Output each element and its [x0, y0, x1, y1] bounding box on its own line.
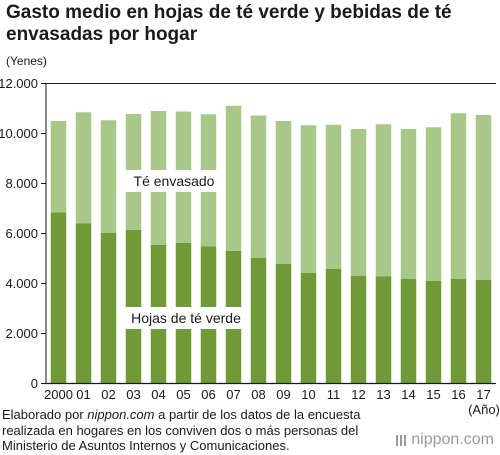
bar-envasado-10	[300, 125, 317, 273]
y-tick-label: 8.000	[5, 176, 38, 191]
source-note-prefix: Elaborado por	[2, 407, 88, 422]
y-tick-label: 10.000	[0, 126, 38, 141]
x-tick-label: 01	[76, 387, 90, 402]
bar-hojas-14	[400, 279, 417, 384]
bar-envasado-09	[275, 121, 292, 264]
x-tick-label: 10	[301, 387, 315, 402]
bar-hojas-11	[325, 269, 342, 384]
bar-envasado-2000	[50, 121, 67, 213]
axes-group: 2000 01 02 03 04 05 06 07 08 09 10 11 12 13 14 15 16 17 0 2…	[0, 76, 500, 417]
source-note-suffix: a partir de los datos de la encuesta rea…	[2, 407, 361, 453]
x-tick-label: 04	[151, 387, 165, 402]
bars-group	[50, 105, 492, 384]
series-labels-group: Té envasado Hojas de té verde	[124, 170, 248, 329]
x-tick-label: 11	[327, 387, 341, 402]
bar-hojas-02	[100, 233, 117, 384]
bar-hojas-16	[450, 279, 467, 384]
x-tick-label: 17	[476, 387, 490, 402]
x-tick-label: 12	[351, 387, 365, 402]
bar-hojas-09	[275, 263, 292, 384]
y-tick-label: 12.000	[0, 76, 38, 91]
x-tick-label: 14	[401, 387, 415, 402]
x-tick-label: 07	[226, 387, 240, 402]
x-tick-label: 09	[276, 387, 290, 402]
series-label-envasado-box	[124, 170, 224, 192]
series-label-hojas: Hojas de té verde	[131, 310, 241, 326]
bar-hojas-15	[425, 281, 442, 384]
bar-envasado-13	[375, 124, 392, 277]
bar-hojas-12	[350, 276, 367, 384]
bar-envasado-07	[225, 105, 242, 251]
bar-envasado-08	[250, 115, 267, 258]
x-tick-label: 13	[376, 387, 390, 402]
bar-envasado-14	[400, 129, 417, 279]
bar-envasado-01	[75, 112, 92, 224]
x-tick-label: 06	[201, 387, 215, 402]
y-tick-label: 0	[31, 376, 38, 391]
bar-hojas-10	[300, 272, 317, 384]
bar-hojas-08	[250, 258, 267, 384]
x-unit-label: (Año)	[468, 402, 500, 417]
brand-logo: nippon.com	[396, 431, 494, 449]
bar-envasado-17	[475, 115, 492, 280]
bar-hojas-2000	[50, 212, 67, 384]
chart-title: Gasto medio en hojas de té verde y bebid…	[6, 2, 452, 45]
bar-envasado-16	[450, 113, 467, 279]
y-tick-label: 2.000	[5, 326, 38, 341]
bar-hojas-01	[75, 223, 92, 384]
x-tick-label: 05	[176, 387, 190, 402]
x-tick-label: 08	[251, 387, 265, 402]
brand-name: nippon.com	[411, 431, 494, 448]
x-tick-label: 16	[451, 387, 465, 402]
x-tick-label: 03	[126, 387, 140, 402]
x-tick-label: 02	[101, 387, 115, 402]
y-tick-label: 6.000	[5, 226, 38, 241]
source-note: Elaborado por nippon.com a partir de los…	[2, 407, 382, 454]
y-unit-label: (Yenes)	[6, 54, 47, 68]
bar-hojas-03	[125, 229, 142, 384]
bar-envasado-02	[100, 120, 117, 233]
bar-hojas-17	[475, 279, 492, 384]
bar-envasado-11	[325, 124, 342, 269]
bar-envasado-15	[425, 127, 442, 281]
bar-envasado-12	[350, 129, 367, 276]
source-note-site: nippon.com	[87, 407, 155, 422]
series-label-envasado: Té envasado	[134, 173, 215, 189]
series-label-hojas-box	[124, 307, 248, 329]
brand-mark-icon	[396, 434, 407, 446]
y-tick-label: 4.000	[5, 276, 38, 291]
bar-hojas-13	[375, 276, 392, 384]
x-tick-label: 15	[426, 387, 440, 402]
x-tick-label: 2000	[44, 387, 73, 402]
